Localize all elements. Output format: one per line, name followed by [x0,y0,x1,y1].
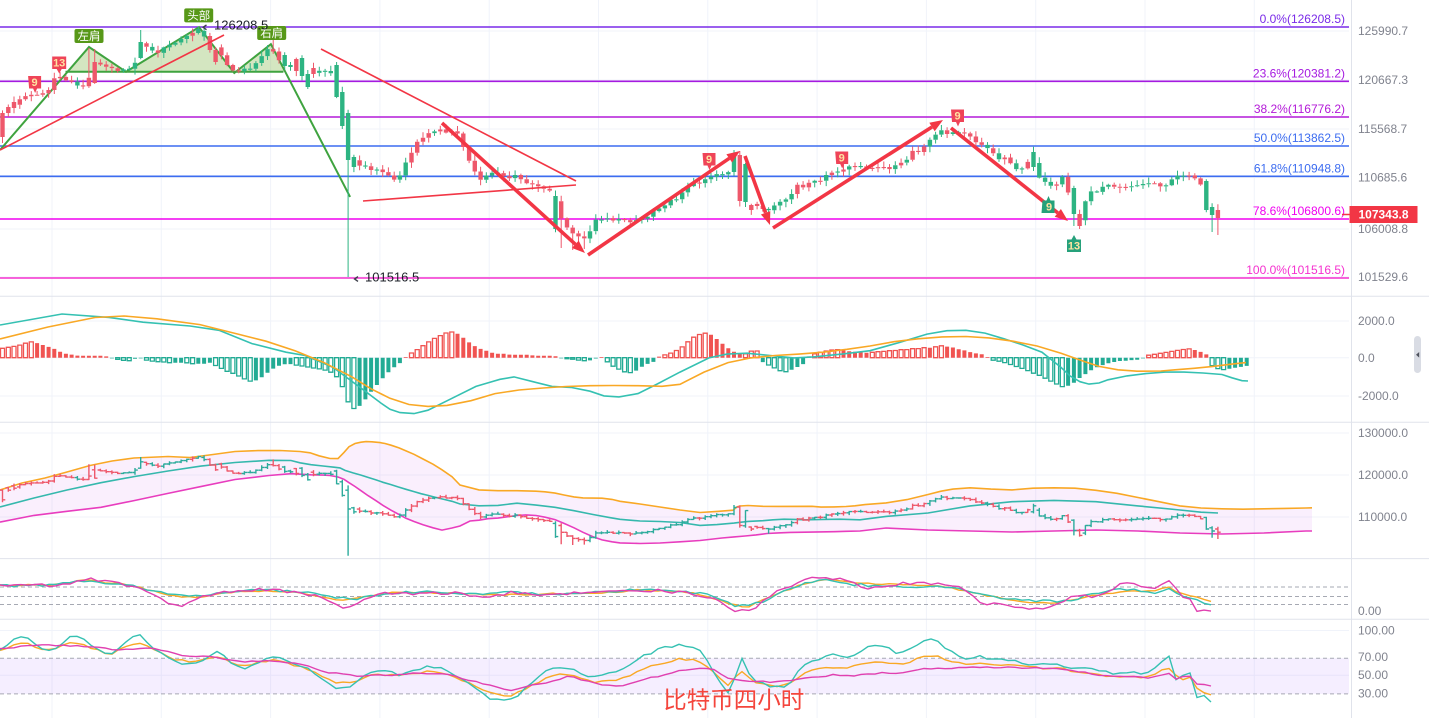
svg-text:0.0: 0.0 [1358,351,1375,365]
svg-text:101529.6: 101529.6 [1358,270,1408,284]
svg-text:30.00: 30.00 [1358,687,1388,701]
svg-text:0.0%(126208.5): 0.0%(126208.5) [1260,12,1345,26]
svg-text:13: 13 [53,58,65,70]
svg-text:120000.0: 120000.0 [1358,468,1408,482]
svg-text:9: 9 [32,77,38,89]
svg-text:126208.5: 126208.5 [214,18,268,33]
svg-text:比特币四小时: 比特币四小时 [663,687,804,713]
svg-text:右肩: 右肩 [260,26,283,40]
svg-text:38.2%(116776.2): 38.2%(116776.2) [1254,102,1345,116]
svg-text:100.0%(101516.5): 100.0%(101516.5) [1246,263,1345,277]
svg-text:0.00: 0.00 [1358,604,1382,618]
svg-text:左肩: 左肩 [78,29,101,43]
svg-text:120667.3: 120667.3 [1358,73,1408,87]
svg-text:130000.0: 130000.0 [1358,426,1408,440]
svg-text:110000.0: 110000.0 [1358,510,1407,524]
svg-text:61.8%(110948.8): 61.8%(110948.8) [1254,161,1345,175]
svg-text:13: 13 [1068,241,1080,253]
svg-text:78.6%(106800.6): 78.6%(106800.6) [1253,204,1345,218]
svg-text:106008.8: 106008.8 [1358,222,1408,236]
svg-text:9: 9 [1046,202,1052,214]
svg-text:110685.6: 110685.6 [1358,171,1407,185]
svg-text:50.00: 50.00 [1358,668,1388,682]
svg-text:2000.0: 2000.0 [1358,314,1395,328]
svg-text:9: 9 [954,111,960,123]
svg-text:70.00: 70.00 [1358,650,1388,664]
svg-text:23.6%(120381.2): 23.6%(120381.2) [1253,66,1345,80]
svg-text:101516.5: 101516.5 [365,270,419,285]
svg-text:107343.8: 107343.8 [1358,208,1408,222]
svg-text:-2000.0: -2000.0 [1358,389,1399,403]
svg-text:9: 9 [706,154,712,166]
svg-text:100.00: 100.00 [1358,624,1395,638]
svg-text:115568.7: 115568.7 [1358,122,1407,136]
svg-text:125990.7: 125990.7 [1358,24,1408,38]
svg-text:50.0%(113862.5): 50.0%(113862.5) [1254,131,1345,145]
svg-text:9: 9 [839,153,845,165]
svg-text:头部: 头部 [187,8,210,22]
